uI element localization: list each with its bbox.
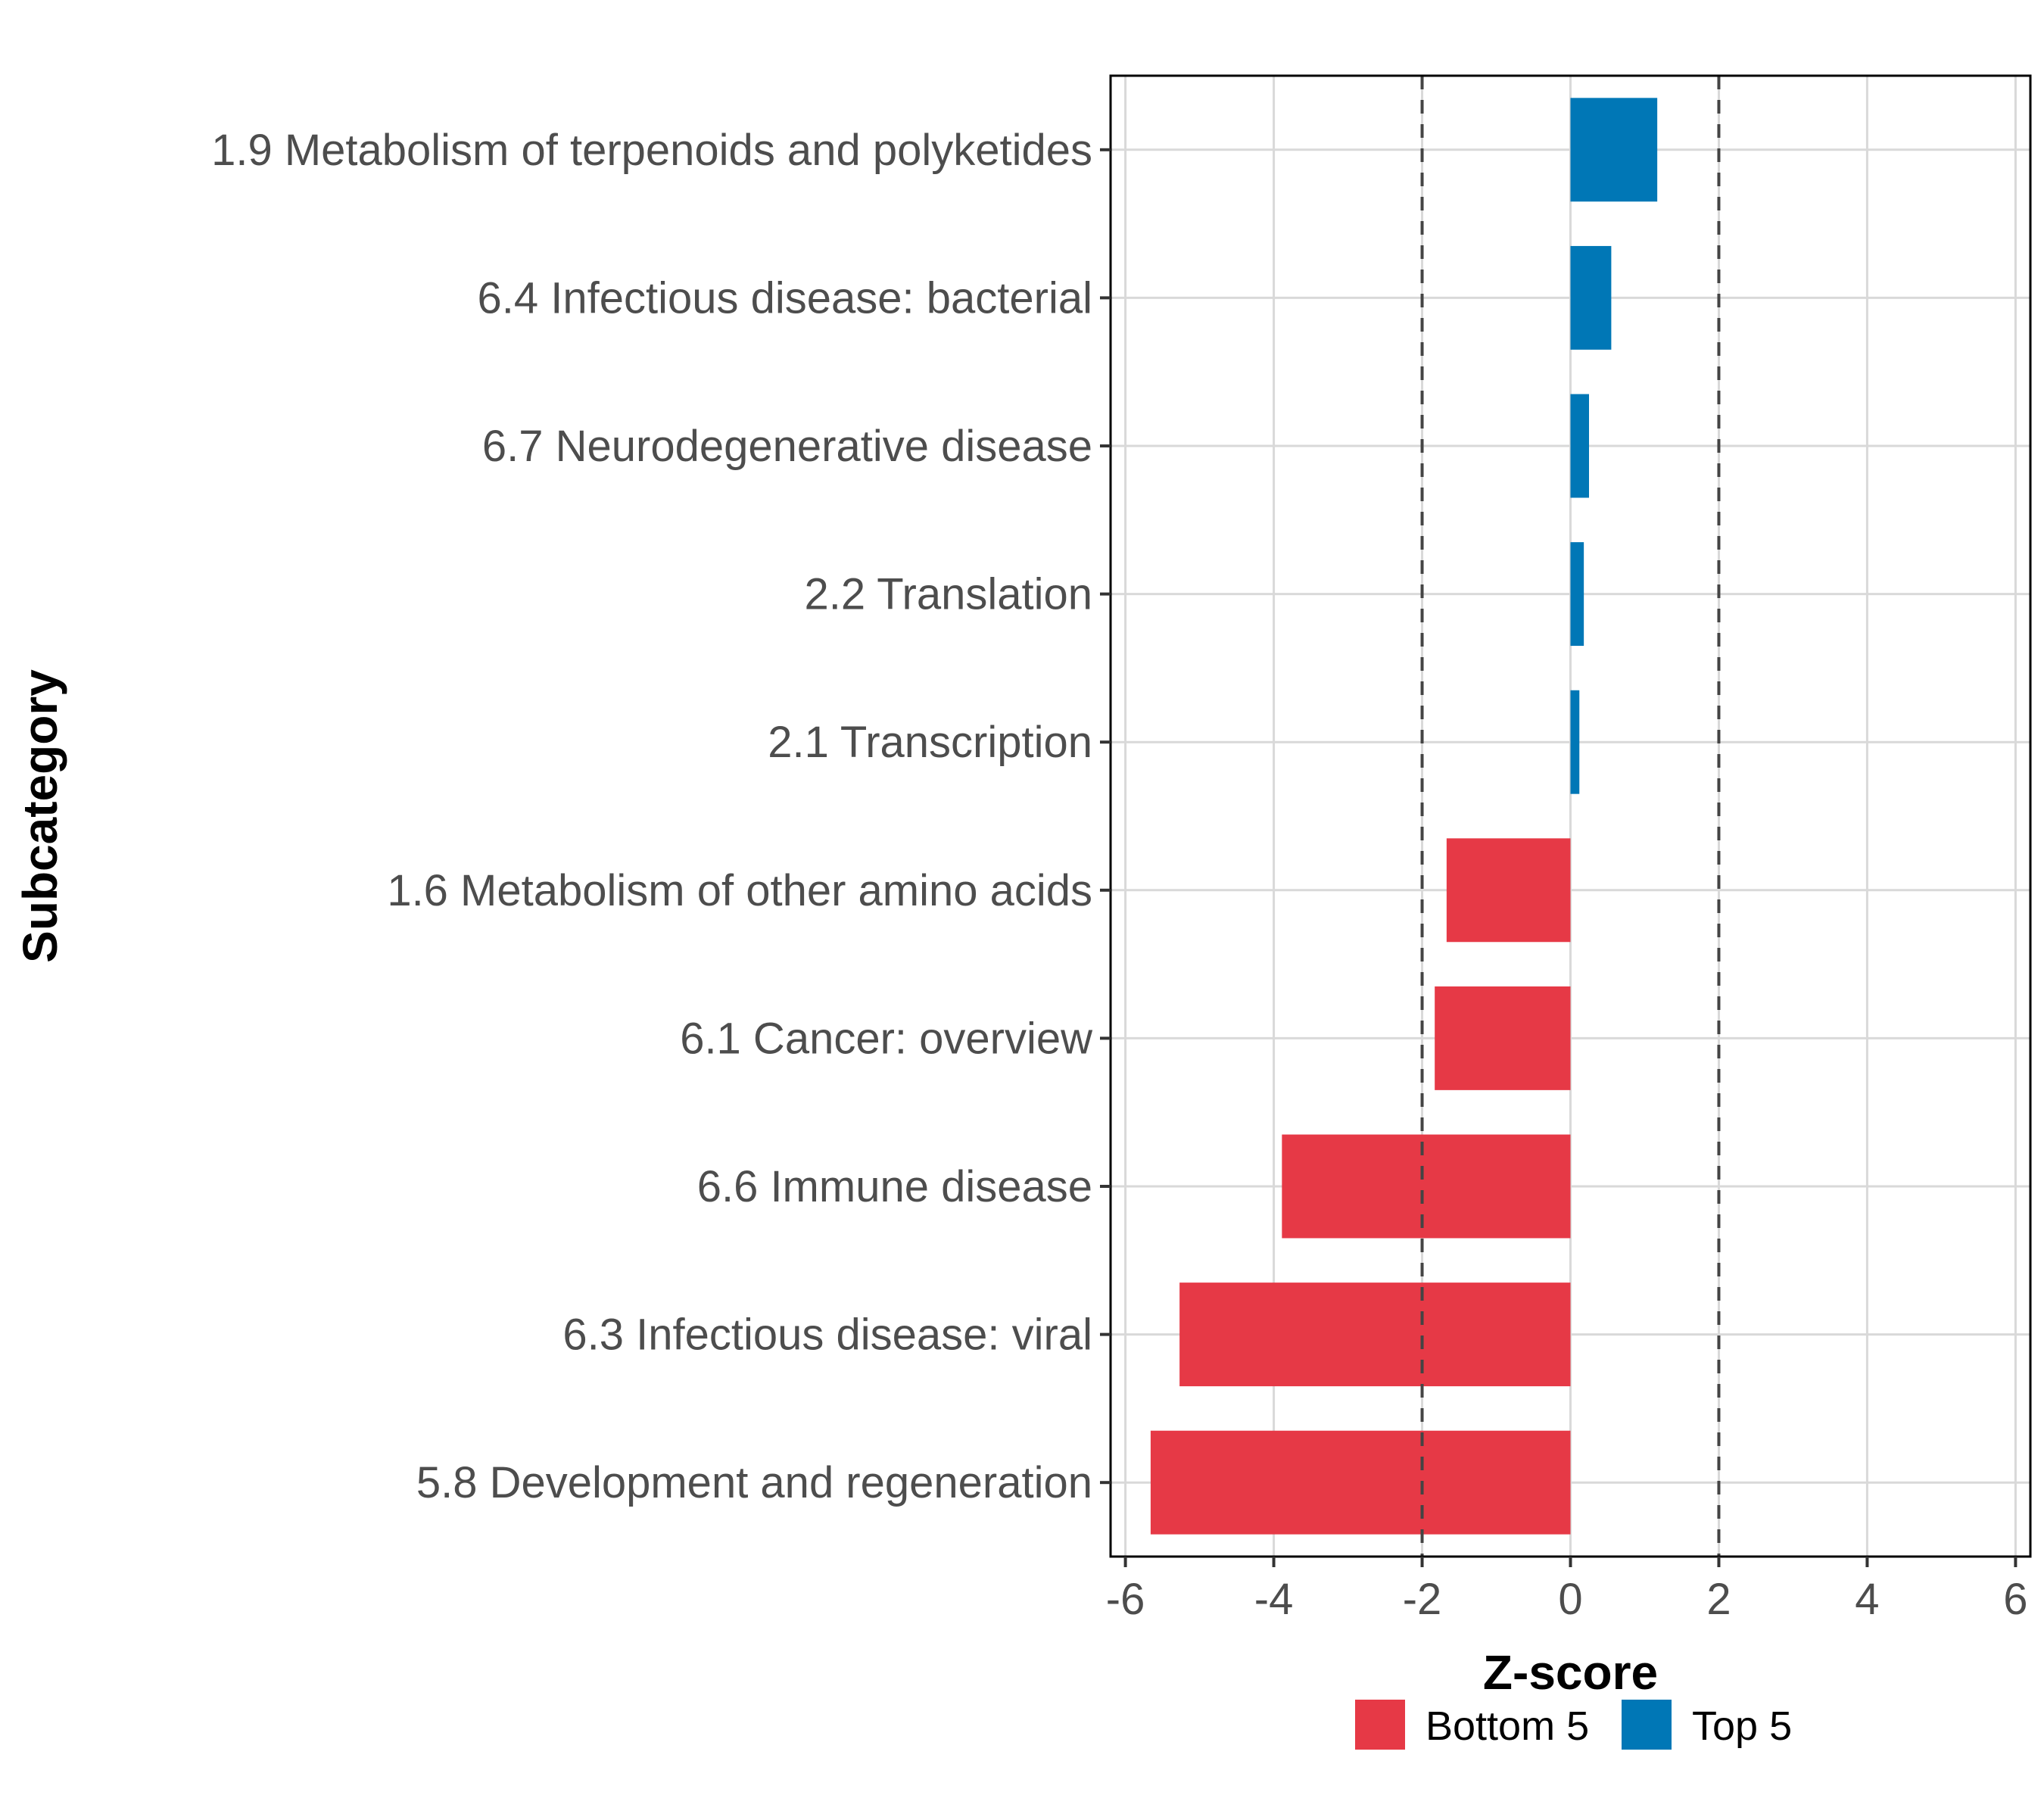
x-tick-label: 4 <box>1855 1575 1879 1624</box>
bar <box>1570 690 1580 794</box>
y-axis-title: Subcategory <box>13 669 67 963</box>
bars <box>1150 98 1658 1535</box>
x-tick-label: -2 <box>1403 1575 1442 1624</box>
legend-label: Bottom 5 <box>1426 1703 1589 1749</box>
y-tick-label: 2.1 Transcription <box>768 718 1092 767</box>
bar <box>1570 245 1612 350</box>
y-tick-label: 6.1 Cancer: overview <box>680 1014 1093 1063</box>
bar <box>1570 98 1658 202</box>
bar <box>1446 838 1571 943</box>
y-tick-label: 6.7 Neurodegenerative disease <box>482 422 1092 471</box>
x-tick-label: 6 <box>2003 1575 2027 1624</box>
x-axis: -6 -4 -2 0 2 4 6 <box>1106 1557 2028 1624</box>
y-tick-label: 2.2 Translation <box>805 570 1092 619</box>
legend-swatch <box>1355 1700 1405 1750</box>
legend-swatch <box>1622 1700 1672 1750</box>
x-tick-label: 0 <box>1558 1575 1582 1624</box>
bar <box>1282 1134 1571 1239</box>
y-tick-label: 6.6 Immune disease <box>697 1162 1092 1211</box>
bar <box>1570 542 1584 647</box>
legend-label: Top 5 <box>1692 1703 1792 1749</box>
bar <box>1150 1430 1571 1535</box>
y-tick-label: 5.8 Development and regeneration <box>416 1458 1092 1507</box>
reference-lines <box>1420 76 1721 1557</box>
bar <box>1570 394 1589 498</box>
x-tick-label: 2 <box>1706 1575 1731 1624</box>
y-axis: 1.9 Metabolism of terpenoids and polyket… <box>211 126 1111 1507</box>
x-axis-title: Z-score <box>1483 1645 1658 1700</box>
y-tick-label: 1.6 Metabolism of other amino acids <box>387 866 1092 915</box>
x-tick-label: -6 <box>1106 1575 1145 1624</box>
y-tick-label: 1.9 Metabolism of terpenoids and polyket… <box>211 126 1092 175</box>
y-tick-label: 6.3 Infectious disease: viral <box>562 1311 1092 1360</box>
bar <box>1435 986 1571 1090</box>
bar <box>1179 1282 1571 1387</box>
y-tick-label: 6.4 Infectious disease: bacterial <box>478 273 1092 323</box>
x-tick-label: -4 <box>1254 1575 1294 1624</box>
legend: Bottom 5 Top 5 <box>1355 1700 1792 1750</box>
